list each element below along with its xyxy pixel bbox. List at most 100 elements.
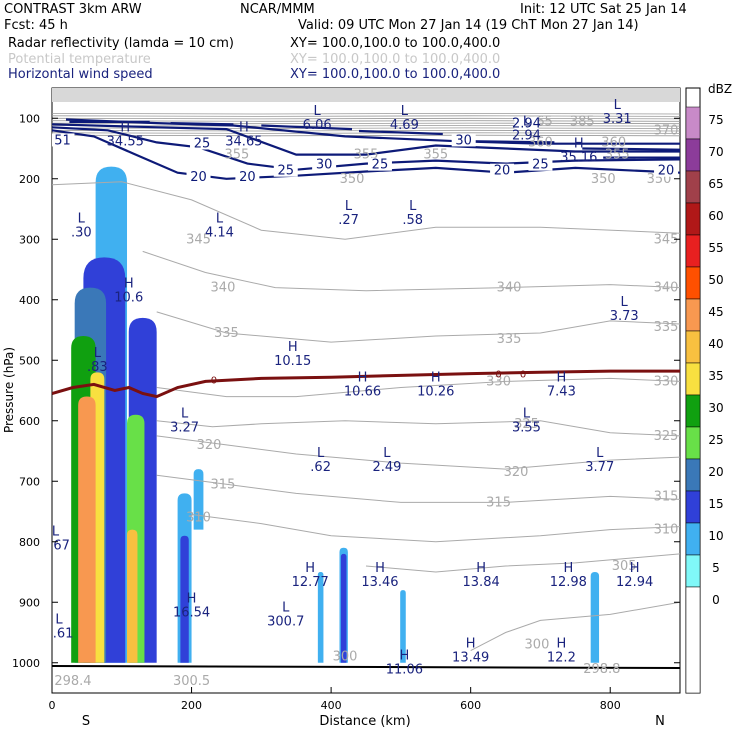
wind-label-bg: [490, 163, 515, 177]
extreme-value: 5.61: [45, 626, 74, 641]
y-tick-label: 1000: [12, 657, 40, 670]
x-tick-label: 600: [460, 699, 481, 712]
extreme-value: 3.67: [41, 539, 70, 554]
theta-line: [365, 553, 680, 573]
extreme-value: .30: [71, 225, 92, 240]
start-label: S: [82, 714, 90, 729]
y-tick-label: 100: [19, 112, 40, 125]
wind-label: 20: [658, 164, 675, 179]
extreme-marker: L: [55, 612, 63, 627]
reflectivity-cell: [127, 529, 138, 663]
colorbar-swatch: [685, 170, 701, 204]
theta-label: 350: [591, 172, 616, 187]
wind-label: 30: [455, 133, 472, 148]
extreme-value: 13.49: [452, 651, 489, 666]
colorbar-swatch: [685, 330, 701, 364]
theta-label: 310: [654, 523, 679, 538]
y-axis-label: Pressure (hPa): [2, 347, 16, 433]
wind-label: 25: [532, 158, 549, 173]
colorbar-swatch: [685, 138, 701, 172]
theta-line: [52, 181, 680, 240]
colorbar-swatch: [685, 522, 701, 556]
wind-line: [261, 124, 353, 131]
colorbar-label: 70: [708, 145, 723, 159]
theta-label: 305: [612, 559, 637, 574]
extreme-value: 10.26: [417, 384, 454, 399]
y-tick-label: 700: [19, 475, 40, 488]
colorbar-swatch: [685, 266, 701, 300]
theta-label: 320: [197, 438, 222, 453]
extreme-marker: L: [523, 115, 531, 130]
wind-label: 25: [194, 136, 211, 151]
y-tick-label: 600: [19, 415, 40, 428]
theta-label: 385: [570, 114, 595, 129]
theta-label: 340: [654, 281, 679, 296]
theta-label: 300: [525, 638, 550, 653]
x-tick-label: 400: [321, 699, 342, 712]
colorbar-swatch: [685, 490, 701, 524]
field-name-wind: Horizontal wind speed: [8, 67, 153, 82]
wind-label: 20: [190, 170, 207, 185]
extreme-marker: L: [409, 199, 417, 214]
theta-line: [156, 311, 680, 343]
extreme-marker: L: [383, 446, 391, 461]
extreme-marker: L: [314, 104, 322, 119]
x-tick-label: 800: [600, 699, 621, 712]
theta-label: 350: [340, 172, 365, 187]
extreme-marker: H: [239, 121, 249, 136]
wind-label-bg: [186, 169, 211, 183]
x-axis-label: Distance (km): [319, 714, 410, 729]
extreme-marker: H: [120, 121, 130, 136]
wind-label: 2.94: [512, 117, 541, 132]
extreme-value: 3.55: [512, 421, 541, 436]
reflectivity-cell: [78, 396, 96, 663]
wind-label: 20: [239, 170, 256, 185]
colorbar-swatch: [685, 106, 701, 140]
theta-label: 370: [654, 123, 679, 138]
theta-label: 325: [654, 429, 679, 444]
field-xy-reflectivity: XY= 100.0,100.0 to 100.0,400.0: [290, 36, 500, 51]
theta-line: [52, 117, 680, 120]
extreme-value: 7.43: [547, 384, 576, 399]
colorbar-swatch: [685, 362, 701, 396]
theta-label: 340: [497, 281, 522, 296]
extreme-value: .58: [402, 213, 423, 228]
wind-line: [582, 147, 680, 151]
extreme-marker: L: [216, 211, 224, 226]
wind-line: [52, 123, 680, 156]
theta-label: 345: [654, 232, 679, 247]
field-xy-theta: XY= 100.0,100.0 to 100.0,400.0: [290, 52, 500, 67]
extreme-marker: L: [621, 295, 629, 310]
extreme-value: 2.49: [372, 460, 401, 475]
extreme-value: 3.27: [170, 421, 199, 436]
colorbar-swatch: [685, 202, 701, 236]
theta-line: [52, 134, 680, 137]
wind-label: 20: [494, 164, 511, 179]
wind-labels: 51 25 30 30 25 25 20 20 20 25 20 2.94 0 0 0: [52, 116, 679, 387]
extreme-marker: L: [94, 346, 102, 361]
theta-line: [156, 435, 680, 470]
wind-label-bg: [367, 157, 392, 171]
colorbar-label: 55: [708, 241, 723, 255]
colorbar-swatch: [685, 426, 701, 460]
extreme-marker: H: [288, 340, 298, 355]
extreme-marker: L: [282, 600, 290, 615]
extreme-value: 13.84: [463, 575, 500, 590]
wind-label: 30: [316, 158, 333, 173]
extreme-value: 12.98: [550, 575, 587, 590]
wind-label-bg: [190, 136, 215, 150]
extreme-value: 2.94: [512, 129, 541, 144]
y-tick-label: 900: [19, 596, 40, 609]
extreme-marker: H: [630, 561, 640, 576]
theta-line: [52, 112, 680, 115]
extreme-marker: H: [305, 561, 315, 576]
y-tick-label: 200: [19, 173, 40, 186]
theta-label: 310: [186, 511, 211, 526]
extreme-value: .83: [87, 360, 108, 375]
field-name-theta: Potential temperature: [8, 52, 151, 67]
wind-line: [470, 140, 555, 144]
reflectivity-cell: [340, 553, 347, 663]
field-name-reflectivity: Radar reflectivity (lamda = 10 cm): [8, 36, 234, 51]
x-axis: 0 200 400 600 800: [49, 687, 621, 712]
